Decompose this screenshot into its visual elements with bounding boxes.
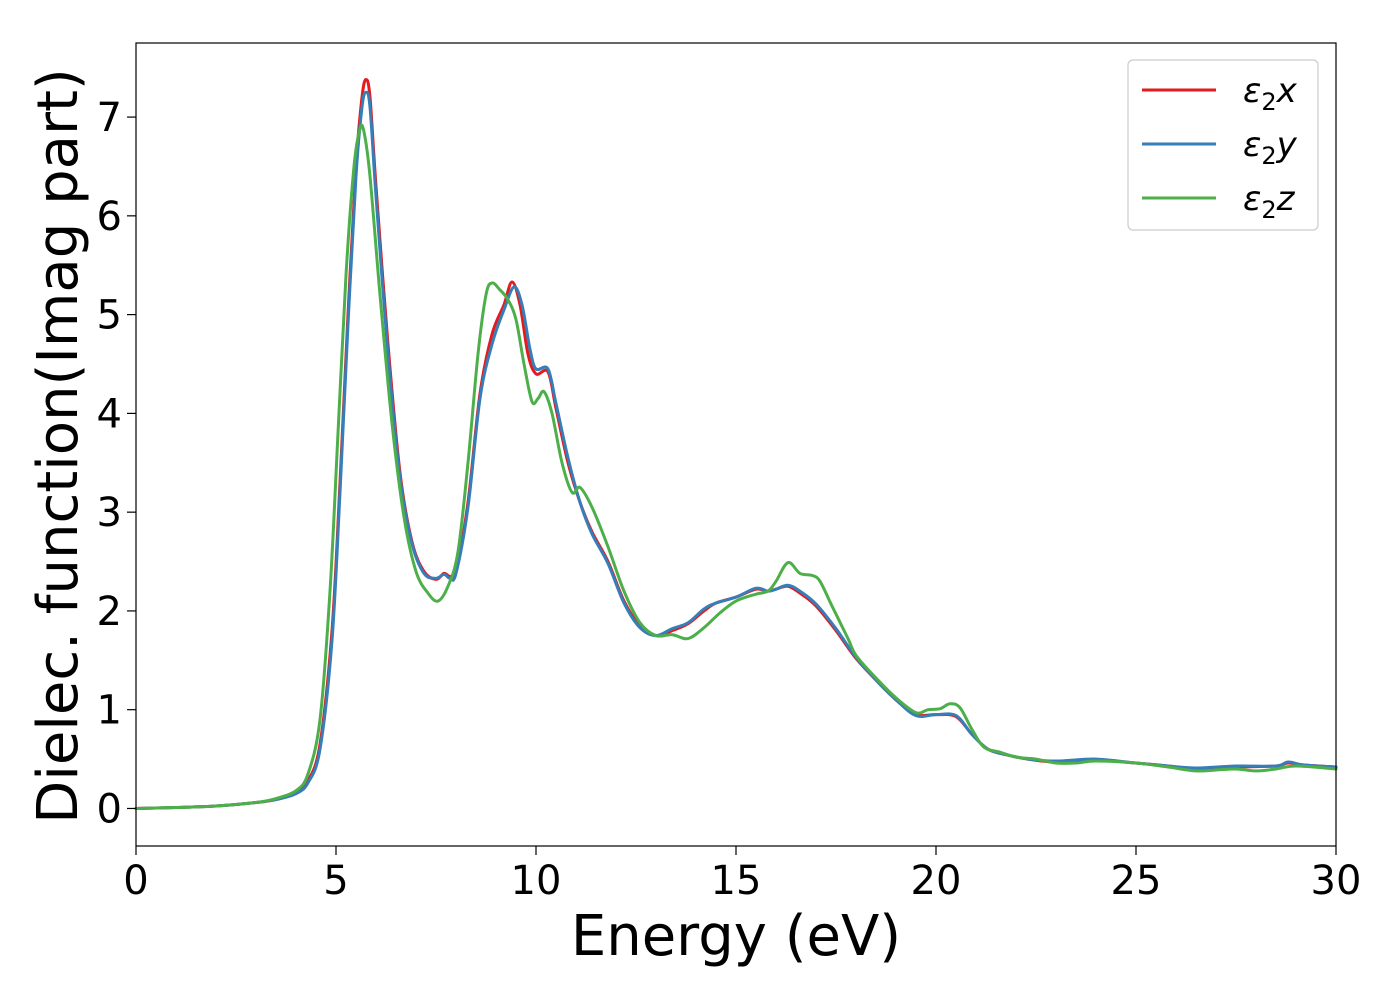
legend-label-y: ε2y [1243,125,1298,170]
x-tick-label: 15 [711,858,762,904]
y-tick-label: 2 [97,589,122,635]
x-tick-label: 20 [911,858,962,904]
x-tick-label: 30 [1311,858,1362,904]
x-tick-label: 10 [511,858,562,904]
y-tick-label: 5 [97,293,122,339]
x-tick-label: 5 [323,858,348,904]
y-tick-label: 0 [97,786,122,832]
legend: ε2x ε2y ε2z [1127,59,1319,231]
y-axis-label: Dielec. function(Imag part) [26,68,91,824]
x-axis-ticks: 0 5 10 15 20 25 30 [123,846,1361,904]
x-tick-label: 25 [1111,858,1162,904]
y-axis-ticks: 0 1 2 3 4 5 6 7 [97,95,136,832]
y-tick-label: 3 [97,490,122,536]
legend-label-z: ε2z [1243,179,1296,224]
series-lines [134,78,1338,810]
y-tick-label: 6 [97,194,122,240]
legend-label-x: ε2x [1243,71,1298,116]
y-tick-label: 7 [97,95,122,141]
x-axis-label: Energy (eV) [571,904,901,969]
y-tick-label: 4 [97,391,122,437]
legend-box [1127,59,1319,231]
series-line-z [134,123,1338,810]
y-tick-label: 1 [97,688,122,734]
x-tick-label: 0 [123,858,148,904]
